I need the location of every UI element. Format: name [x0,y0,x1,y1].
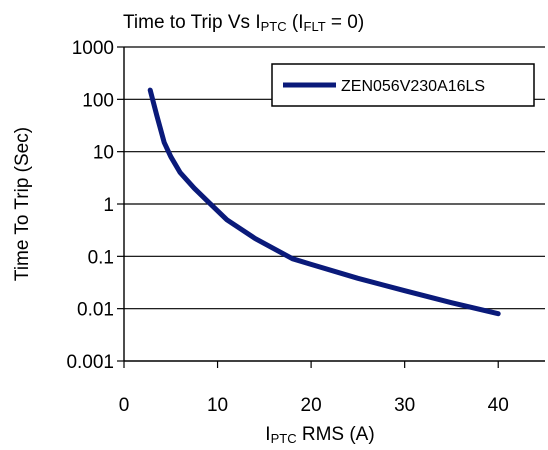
x-tick-label: 30 [394,395,415,416]
series-lines [147,87,501,317]
x-tick-label: 0 [119,395,130,416]
x-axis-label-rest: RMS (A) [297,424,375,445]
y-tick-label: 100 [82,90,114,111]
y-tick-label: 0.01 [77,300,114,321]
y-tick-label: 0.001 [66,352,114,373]
chart-title-paren: (I [287,12,304,33]
y-tick-labels: 1000 100 10 1 0.1 0.01 0.001 [66,38,114,373]
legend-label: ZEN056V230A16LS [341,78,485,95]
chart-title-paren-close: = 0) [326,12,365,33]
grid-lines [124,46,545,310]
x-axis-label-main: I [265,424,270,445]
y-axis-label: Time To Trip (Sec) [12,127,33,281]
y-tick-label: 1000 [72,38,114,59]
chart-title-paren-sub: FLT [304,19,326,34]
x-axis-label: IPTC RMS (A) [265,424,374,446]
chart-title-main: Time to Trip Vs I [123,12,261,33]
x-tick-label: 20 [301,395,322,416]
chart-title-sub: PTC [261,19,287,34]
chart-title: Time to Trip Vs IPTC (IFLT = 0) [123,12,364,34]
x-tick-labels: 0 10 20 30 40 [119,395,509,416]
legend: ZEN056V230A16LS [271,63,535,107]
y-tick-label: 1 [103,195,114,216]
axes [117,46,545,368]
x-tick-label: 10 [207,395,228,416]
y-tick-label: 10 [93,143,114,164]
x-axis-label-sub: PTC [271,431,297,446]
x-tick-label: 40 [488,395,509,416]
y-tick-label: 0.1 [88,247,114,268]
series-line [147,87,501,317]
